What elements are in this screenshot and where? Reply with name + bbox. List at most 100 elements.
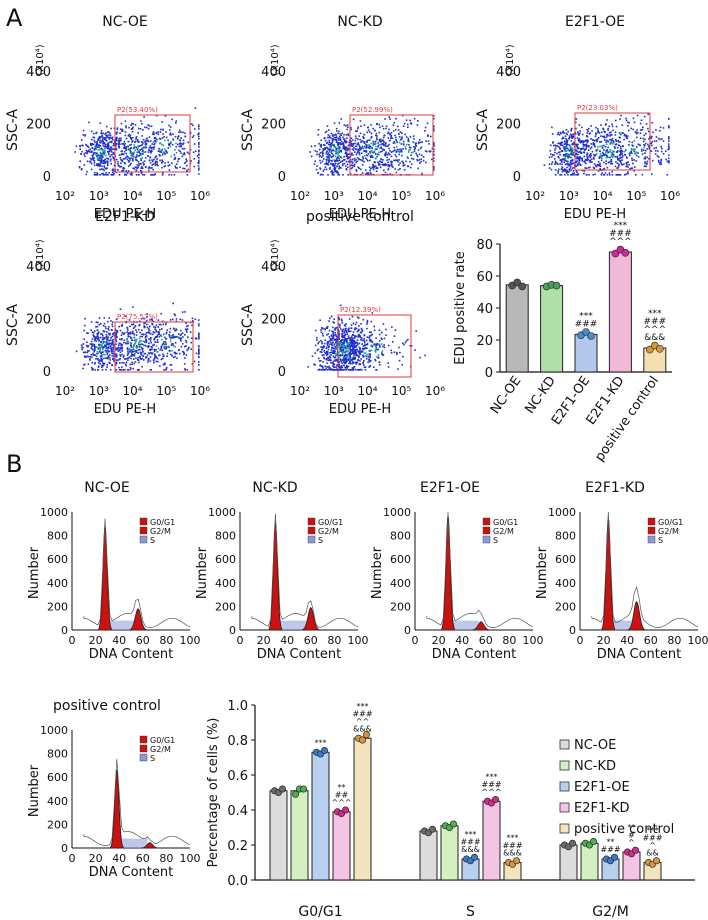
event-dot [132,323,135,325]
event-dot [379,151,382,153]
event-dot [140,157,142,160]
event-dot [104,325,107,328]
event-dot [398,153,400,156]
event-dot [92,343,94,345]
event-dot [90,321,93,323]
event-dot [340,118,343,120]
event-dot [102,148,104,151]
event-dot [575,118,578,120]
event-dot [433,165,435,168]
x-tick-label: 20 [89,852,103,865]
event-dot [617,165,620,168]
event-dot [595,165,597,168]
event-dot [567,148,569,151]
event-dot [361,147,364,150]
event-dot [338,151,341,153]
event-dot [331,142,333,144]
event-dot [338,331,340,333]
legend-label: G0/G1 [150,736,175,745]
event-dot [324,369,326,371]
event-dot [562,136,564,139]
event-dot [138,145,141,147]
event-dot [335,134,337,137]
significance-mark: ## [335,790,349,799]
event-dot [433,154,435,156]
event-dot [620,152,622,154]
event-dot [172,133,174,135]
histogram-trace [83,758,191,846]
event-dot [186,369,189,371]
event-dot [135,350,138,352]
event-dot [333,339,336,341]
event-dot [361,140,363,142]
event-dot [168,124,170,127]
event-dot [327,341,330,344]
significance-mark: *** [507,834,519,843]
event-dot [138,348,141,351]
event-dot [584,158,587,161]
event-dot [363,124,366,126]
event-dot [347,174,349,176]
event-dot [105,172,108,174]
event-dot [350,142,353,145]
event-dot [180,145,182,147]
x-tick-label: 0 [577,634,584,647]
event-dot [171,335,173,337]
event-dot [198,361,200,363]
event-dot [372,144,374,147]
y-axis-label: SSC-A [5,304,21,346]
event-dot [661,147,663,150]
event-dot [358,147,361,150]
event-dot [385,334,387,336]
event-dot [335,170,337,172]
event-dot [193,158,196,160]
event-dot [115,147,117,150]
event-dot [143,341,146,343]
event-dot [351,158,354,161]
event-dot [355,327,358,330]
event-dot [430,135,432,138]
y-tick-label: 200 [26,313,51,328]
event-dot [198,335,200,338]
event-dot [140,353,142,355]
event-dot [419,147,422,150]
event-dot [161,153,164,155]
event-dot [91,154,94,157]
event-dot [173,336,175,339]
event-dot [433,157,435,160]
event-dot [384,163,386,165]
event-dot [313,163,316,165]
event-dot [351,352,354,355]
event-dot [571,160,574,162]
event-dot [151,348,153,350]
event-dot [599,150,601,152]
event-dot [347,328,349,331]
event-dot [112,142,115,145]
event-dot [177,158,180,160]
event-dot [338,155,341,157]
event-dot [584,144,586,147]
event-dot [139,351,142,354]
event-dot [365,172,368,174]
significance-mark: ### [460,838,480,847]
event-dot [600,154,602,157]
event-dot [339,304,342,307]
event-dot [418,153,421,156]
event-dot [335,138,337,141]
event-dot [353,159,356,162]
event-dot [345,369,348,371]
event-dot [198,345,200,347]
event-dot [95,337,98,339]
event-dot [170,364,173,366]
event-dot [628,144,630,146]
event-dot [354,352,356,354]
x-tick-label: 80 [159,852,173,865]
event-dot [159,142,161,145]
event-dot [321,346,323,348]
event-dot [339,342,341,345]
event-dot [337,152,340,154]
event-dot [178,149,180,152]
event-dot [374,344,376,346]
event-dot [350,350,352,352]
